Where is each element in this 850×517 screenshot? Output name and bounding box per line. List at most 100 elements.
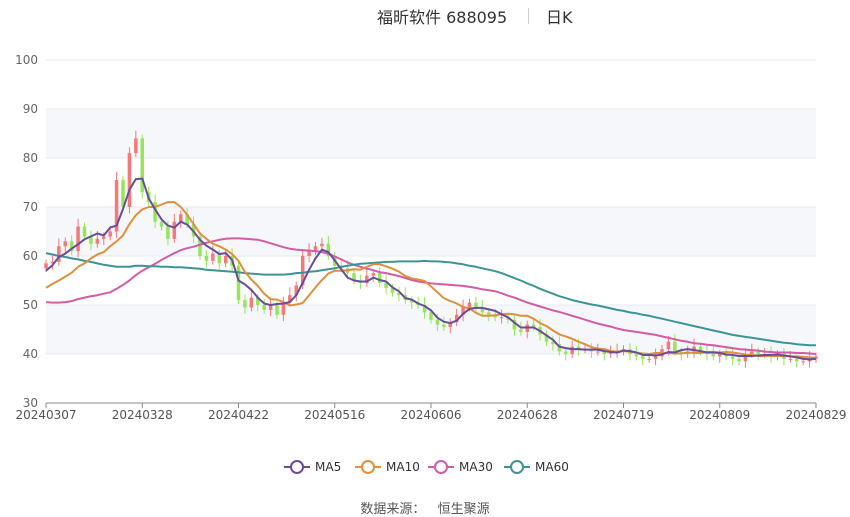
candle-body xyxy=(243,300,247,308)
candle-body xyxy=(461,307,465,315)
candle-body xyxy=(294,285,299,296)
ma-line-ma60 xyxy=(45,252,816,347)
candle-body xyxy=(576,346,581,350)
candle-body xyxy=(121,180,125,207)
candle-body xyxy=(313,246,318,252)
candle-body xyxy=(519,329,523,332)
header-separator xyxy=(528,8,529,24)
candle-body xyxy=(717,354,722,357)
x-tick-label: 20240516 xyxy=(304,408,365,422)
candle-body xyxy=(788,358,793,360)
candle-body xyxy=(454,314,459,323)
x-tick-label: 20240829 xyxy=(785,408,846,422)
candle-body xyxy=(217,253,222,264)
y-tick-label: 40 xyxy=(23,347,38,361)
candle-body xyxy=(544,334,549,342)
candle-body xyxy=(134,138,138,154)
chart-header: 福昕软件 688095 日K xyxy=(0,4,850,28)
candle-body xyxy=(371,273,376,276)
candle-body xyxy=(531,324,536,328)
candle-body xyxy=(50,261,55,264)
candle-body xyxy=(377,273,382,283)
candle-body xyxy=(570,346,574,354)
candle-body xyxy=(172,221,177,239)
candle-body xyxy=(326,243,331,256)
candle-body xyxy=(89,236,93,244)
candle-body xyxy=(255,297,260,305)
legend-label-ma10: MA10 xyxy=(386,460,420,474)
legend-marker-ma10 xyxy=(361,460,375,474)
candle-body xyxy=(236,265,241,301)
candle-body xyxy=(390,287,395,293)
ma-line-ma10 xyxy=(45,201,817,359)
candle-body xyxy=(397,292,401,296)
candle-body xyxy=(602,351,607,354)
candle-body xyxy=(422,305,427,313)
y-tick-label: 100 xyxy=(15,53,38,67)
x-tick-label: 20240307 xyxy=(15,408,76,422)
candle-body xyxy=(76,226,80,252)
y-tick-label: 50 xyxy=(23,298,38,312)
candle-body xyxy=(499,317,504,319)
candle-body xyxy=(711,354,716,357)
y-tick-label: 70 xyxy=(23,200,38,214)
candle-body xyxy=(262,305,266,310)
candle-body xyxy=(275,305,279,315)
candle-body xyxy=(249,297,254,308)
legend-label-ma60: MA60 xyxy=(535,460,569,474)
candle-body xyxy=(596,351,600,353)
candle-body xyxy=(204,256,209,261)
candle-body xyxy=(153,202,157,222)
candle-body xyxy=(448,322,453,328)
candle-body xyxy=(63,241,68,247)
candle-body xyxy=(95,238,100,244)
candle-body xyxy=(365,275,369,283)
candle-body xyxy=(288,295,292,303)
y-tick-label: 80 xyxy=(23,151,38,165)
y-tick-label: 90 xyxy=(23,102,38,116)
candle-body xyxy=(429,312,433,320)
legend-label-ma5: MA5 xyxy=(315,460,341,474)
candle-body xyxy=(114,180,119,232)
x-tick-label: 20240809 xyxy=(689,408,750,422)
candle-body xyxy=(384,282,388,288)
candle-body xyxy=(673,341,677,352)
x-tick-label: 20240422 xyxy=(208,408,269,422)
candle-body xyxy=(198,236,202,256)
candle-body xyxy=(178,214,183,222)
candle-body xyxy=(563,351,568,354)
candle-body xyxy=(159,221,164,227)
x-tick-label: 20240719 xyxy=(593,408,654,422)
period-label: 日K xyxy=(546,8,573,27)
candle-body xyxy=(352,273,356,281)
legend-marker-ma60 xyxy=(510,460,524,474)
grid-band xyxy=(46,109,816,158)
candle-body xyxy=(320,243,324,247)
y-tick-label: 30 xyxy=(23,396,38,410)
candle-body xyxy=(442,324,446,328)
candle-body xyxy=(640,356,645,359)
candle-body xyxy=(666,341,671,350)
candle-body xyxy=(307,251,311,256)
candle-body xyxy=(743,354,748,362)
candle-body xyxy=(44,263,48,269)
candle-body xyxy=(435,319,440,325)
candle-body xyxy=(634,354,639,357)
candle-body xyxy=(108,231,112,237)
candle-body xyxy=(82,226,87,237)
candle-body xyxy=(486,312,491,315)
candle-body xyxy=(756,351,761,354)
legend-marker-ma5 xyxy=(290,460,304,474)
x-tick-label: 20240606 xyxy=(400,408,461,422)
x-tick-label: 20240328 xyxy=(112,408,173,422)
candle-body xyxy=(300,256,305,286)
candle-body xyxy=(211,253,215,261)
ma-line-ma30 xyxy=(45,237,817,355)
grid-band xyxy=(46,207,816,256)
candle-body xyxy=(268,305,273,310)
candle-body xyxy=(512,319,517,330)
candle-body xyxy=(69,241,74,252)
x-tick-label: 20240628 xyxy=(497,408,558,422)
candle-body xyxy=(166,226,170,239)
